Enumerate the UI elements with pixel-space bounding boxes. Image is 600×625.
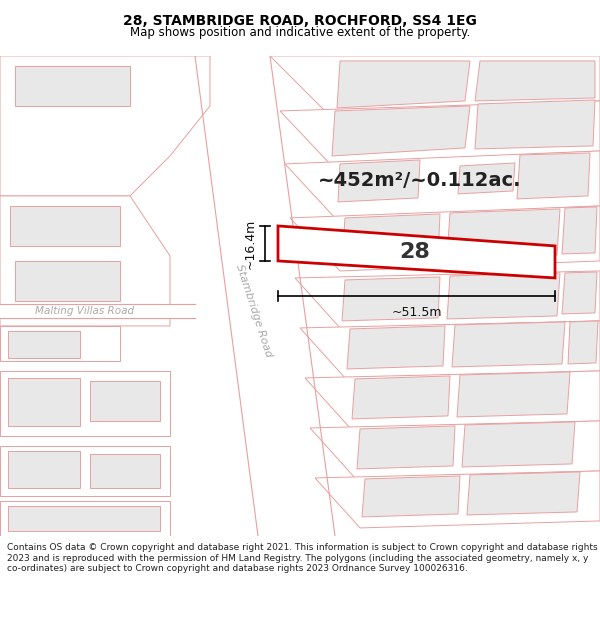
Polygon shape [447,273,560,319]
Polygon shape [90,381,160,421]
Polygon shape [315,471,600,528]
Polygon shape [352,376,450,419]
Text: ~16.4m: ~16.4m [244,218,257,269]
Polygon shape [0,326,120,361]
Polygon shape [8,378,80,426]
Polygon shape [8,451,80,488]
Text: Malting Villas Road: Malting Villas Road [35,306,134,316]
Polygon shape [90,454,160,488]
Polygon shape [305,371,600,428]
Polygon shape [457,372,570,417]
Polygon shape [342,214,440,261]
Polygon shape [278,226,555,278]
Polygon shape [447,209,560,258]
Text: ~452m²/~0.112ac.: ~452m²/~0.112ac. [318,171,522,191]
Polygon shape [0,56,210,196]
Text: Stambridge Road: Stambridge Road [234,263,274,359]
Polygon shape [458,163,515,194]
Polygon shape [285,151,600,218]
Polygon shape [517,153,590,199]
Text: Map shows position and indicative extent of the property.: Map shows position and indicative extent… [130,26,470,39]
Polygon shape [8,331,80,358]
Polygon shape [347,326,445,369]
Polygon shape [362,476,460,517]
Polygon shape [337,61,470,108]
Polygon shape [310,421,600,478]
Polygon shape [475,100,595,149]
Text: 28: 28 [400,242,430,262]
Polygon shape [357,426,455,469]
Text: ~51.5m: ~51.5m [391,306,442,319]
Text: 28, STAMBRIDGE ROAD, ROCHFORD, SS4 1EG: 28, STAMBRIDGE ROAD, ROCHFORD, SS4 1EG [123,14,477,28]
Polygon shape [15,66,130,106]
Polygon shape [295,271,600,328]
Polygon shape [562,272,597,314]
Polygon shape [562,207,597,254]
Polygon shape [0,501,170,536]
Polygon shape [15,261,120,301]
Polygon shape [0,446,170,496]
Polygon shape [280,101,600,164]
Polygon shape [0,304,200,318]
Text: Contains OS data © Crown copyright and database right 2021. This information is : Contains OS data © Crown copyright and d… [7,543,598,573]
Polygon shape [467,472,580,515]
Polygon shape [462,422,575,467]
Polygon shape [0,196,170,326]
Polygon shape [290,206,600,271]
Polygon shape [10,206,120,246]
Polygon shape [300,321,600,378]
Polygon shape [342,277,440,321]
Polygon shape [195,56,335,536]
Polygon shape [8,506,160,531]
Polygon shape [568,321,598,364]
Polygon shape [475,61,595,101]
Polygon shape [332,106,470,156]
Polygon shape [0,371,170,436]
Polygon shape [338,160,420,202]
Polygon shape [452,322,565,367]
Polygon shape [270,56,600,111]
